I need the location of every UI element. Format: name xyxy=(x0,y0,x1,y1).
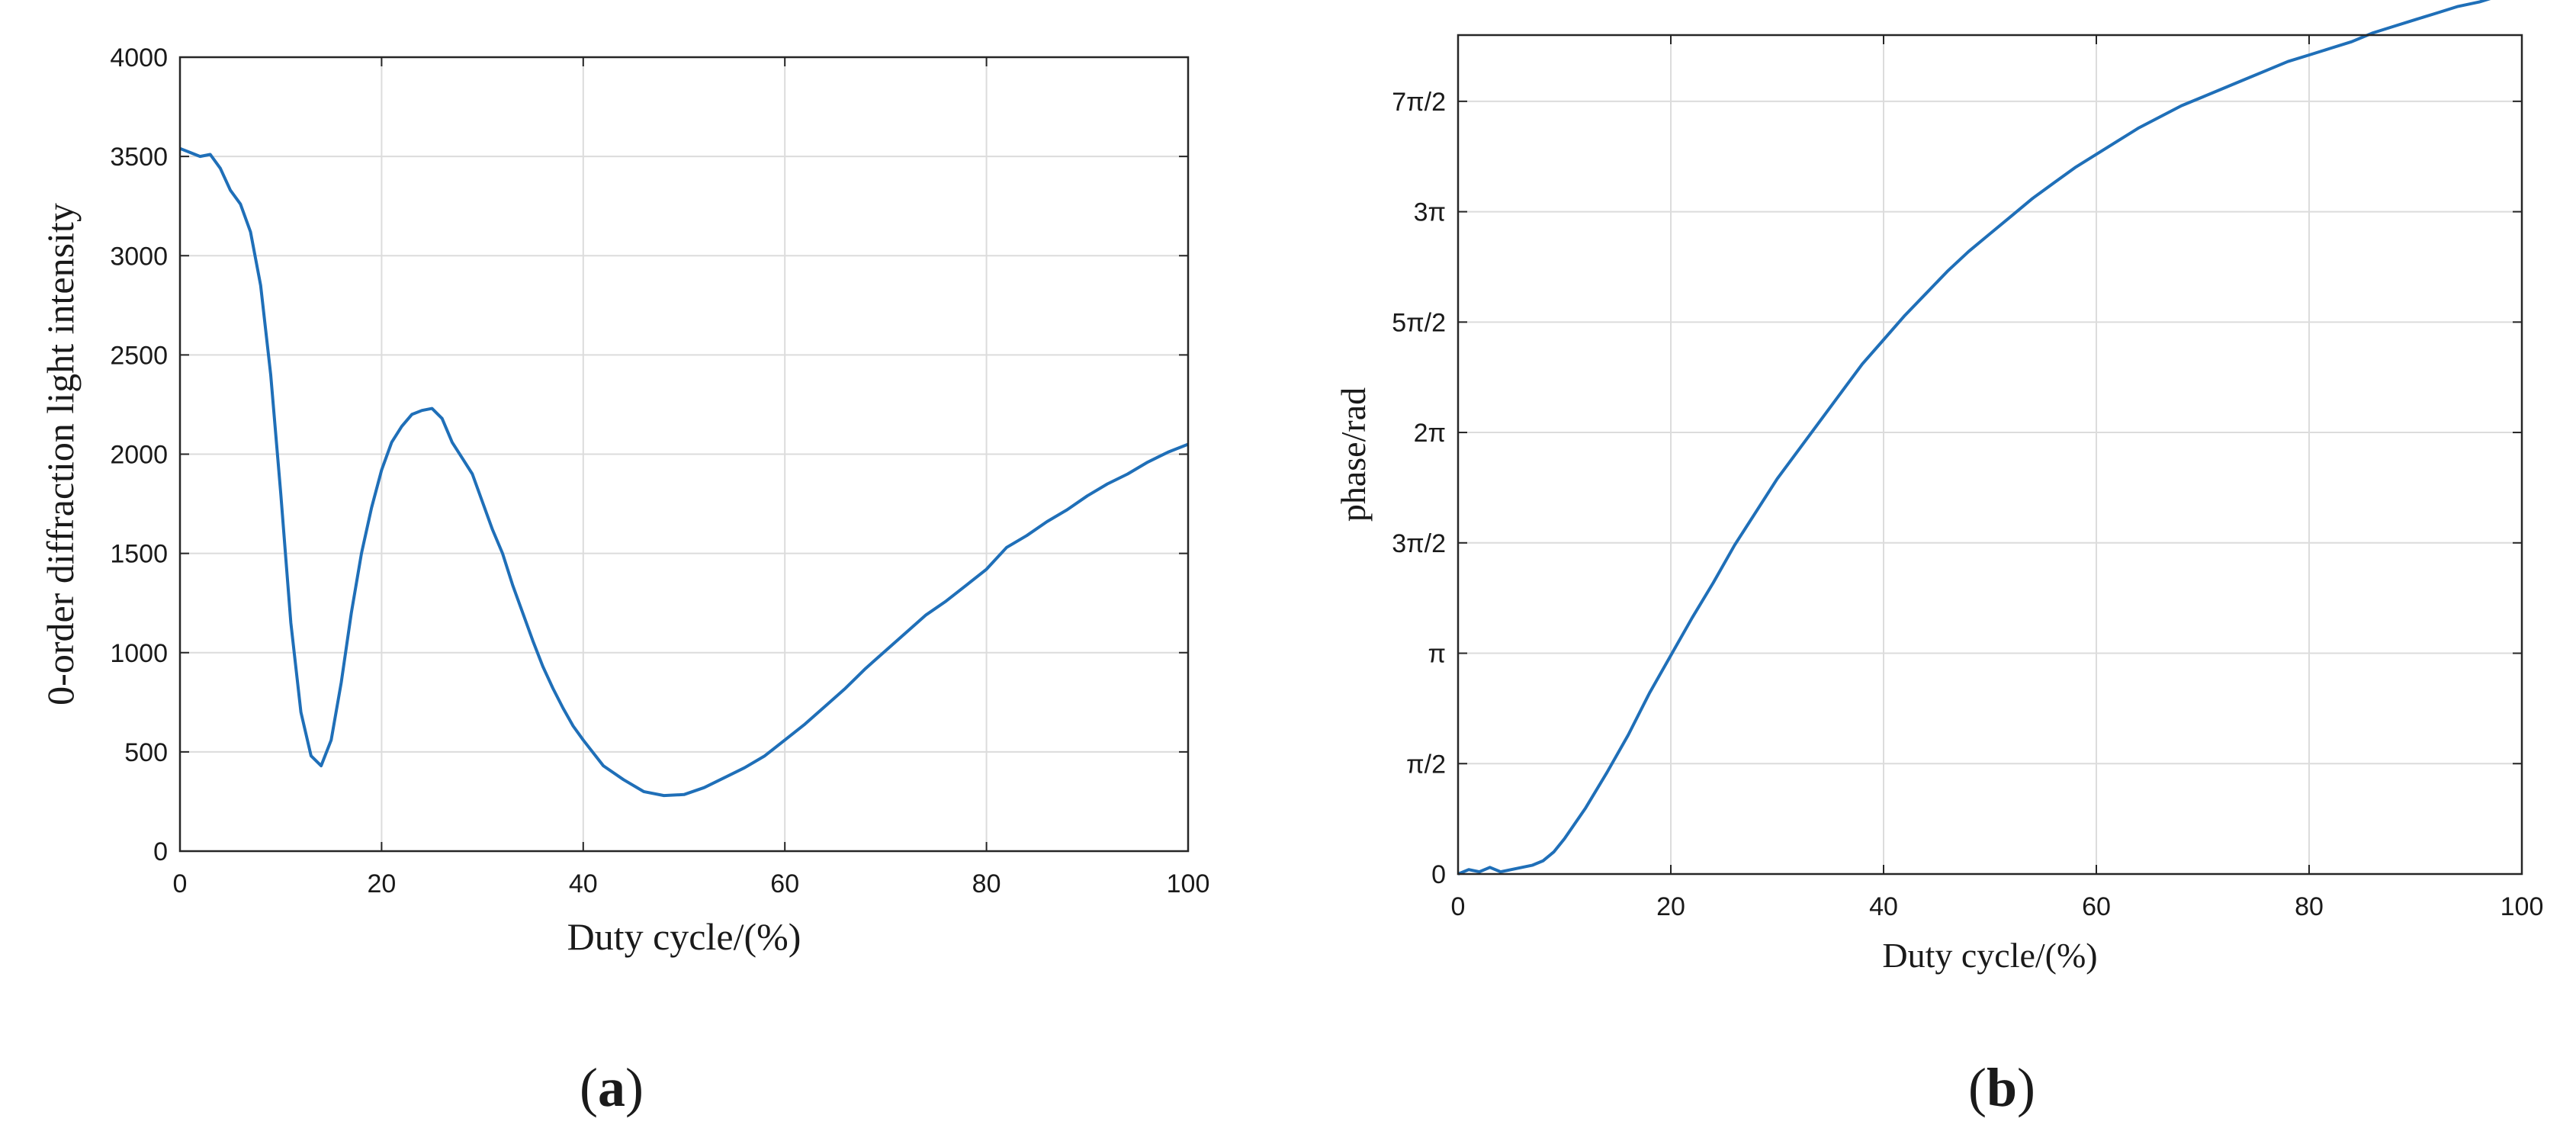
x-tick-label: 100 xyxy=(2501,892,2544,921)
series-line xyxy=(179,146,1189,798)
x-tick-label: 0 xyxy=(173,869,188,898)
y-axis-label: 0-order diffraction light intensity xyxy=(39,203,82,705)
y-tick-label: 3π/2 xyxy=(1392,529,1446,558)
y-tick-label: 5π/2 xyxy=(1392,308,1446,337)
y-tick-label: 2500 xyxy=(110,341,168,370)
y-tick-label: 1500 xyxy=(110,540,168,569)
y-tick-label: 1000 xyxy=(110,639,168,668)
x-tick-label: 60 xyxy=(770,869,799,898)
y-tick-label: π/2 xyxy=(1406,750,1446,779)
series-line xyxy=(1457,0,2491,876)
x-tick-label: 0 xyxy=(1451,892,1466,921)
y-tick-label: 3π xyxy=(1414,198,1446,227)
y-tick-label: 4000 xyxy=(110,43,168,72)
plot-area xyxy=(1458,35,2522,874)
y-tick-label: 0 xyxy=(1431,860,1446,889)
y-tick-label: 500 xyxy=(124,738,168,767)
panel-label: (b) xyxy=(1968,1057,2035,1118)
y-tick-label: 7π/2 xyxy=(1392,88,1446,117)
panel-label: (a) xyxy=(580,1057,644,1118)
y-tick-label: 3500 xyxy=(110,143,168,172)
x-tick-label: 20 xyxy=(367,869,396,898)
panel-a: 0 20 40 60 80 1000500100015002000250030003500… xyxy=(39,43,1209,1118)
x-tick-label: 40 xyxy=(1869,892,1898,921)
y-tick-label: 0 xyxy=(153,837,168,866)
y-axis-label: phase/rad xyxy=(1334,387,1373,522)
y-tick-label: π xyxy=(1428,640,1446,669)
x-tick-label: 40 xyxy=(569,869,598,898)
plot-frame xyxy=(1457,34,2523,876)
x-tick-label: 20 xyxy=(1656,892,1685,921)
x-axis-label: Duty cycle/(%) xyxy=(567,915,801,958)
x-axis-label: Duty cycle/(%) xyxy=(1882,936,2097,975)
y-tick-label: 2π xyxy=(1414,419,1446,448)
x-tick-label: 100 xyxy=(1167,869,1210,898)
panel-b: 0 20 40 60 80 100 0 π/2 π 3π/2 2π 5π/2 3π 7π/2 Duty cy… xyxy=(1334,0,2543,1118)
y-tick-label: 3000 xyxy=(110,242,168,271)
x-tick-label: 80 xyxy=(972,869,1001,898)
y-tick-label: 2000 xyxy=(110,441,168,470)
x-tick-label: 80 xyxy=(2295,892,2324,921)
x-tick-label: 60 xyxy=(2082,892,2111,921)
